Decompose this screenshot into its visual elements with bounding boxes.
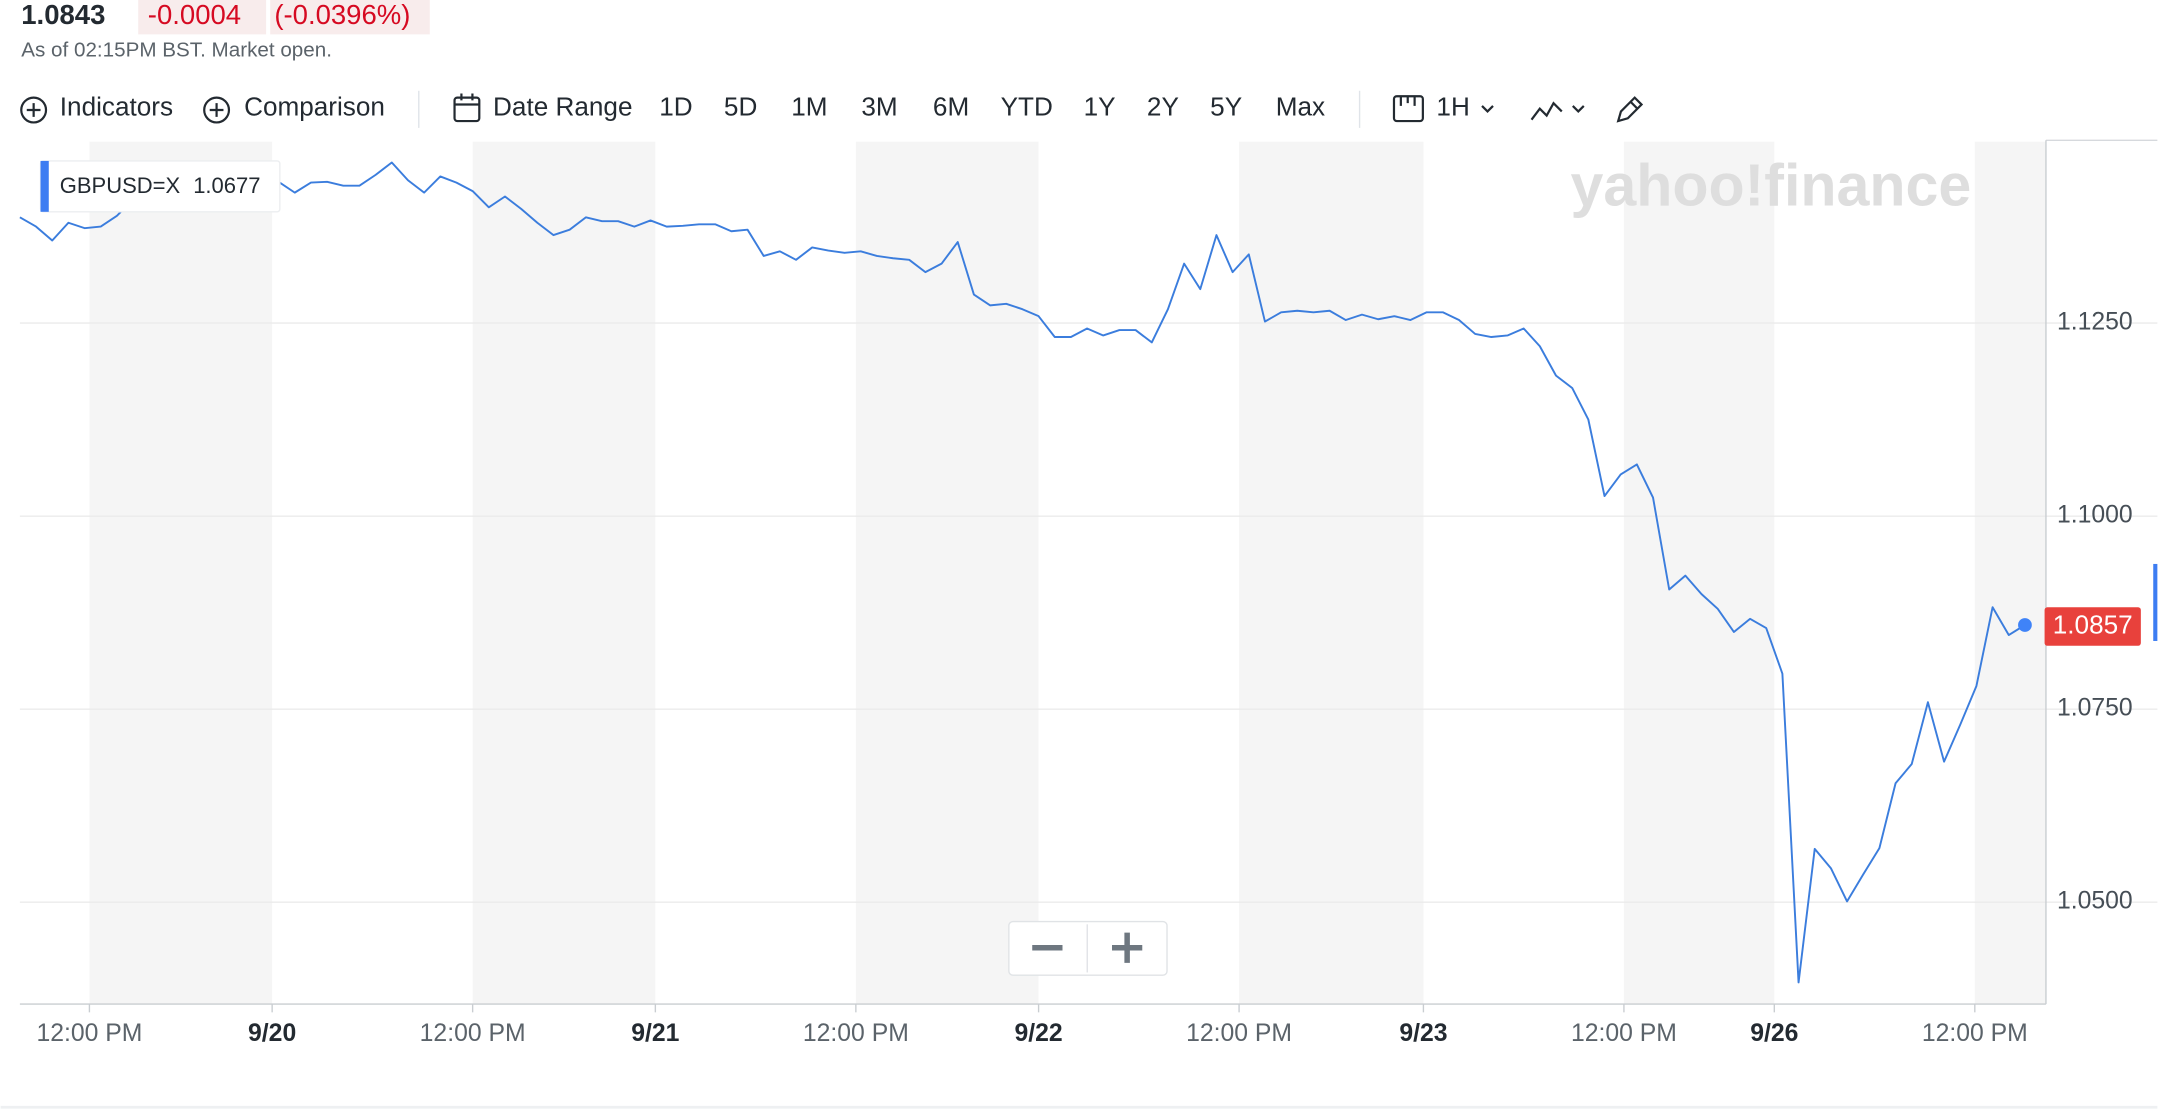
- range-buttons: 1D 5D 1M 3M 6M YTD 1Y 2Y 5Y Max: [659, 92, 1325, 122]
- x-tick-label: 12:00 PM: [1186, 1020, 1292, 1047]
- change-highlight: [270, 0, 430, 35]
- chevron: [1572, 105, 1585, 113]
- range-button[interactable]: 6M: [933, 92, 969, 122]
- x-tick-label: 12:00 PM: [1571, 1020, 1677, 1047]
- y-tick-label: 1.1000: [2057, 502, 2133, 529]
- draw-button[interactable]: [1616, 96, 1644, 123]
- tooltip: GBPUSD=X 1.0677: [39, 160, 281, 213]
- grid: 1.0500 1.0750 1.1000 1.1250 12:00 PM 9/20 12:0…: [19, 309, 2158, 1047]
- chart-type-button[interactable]: [1530, 101, 1585, 121]
- x-tick-label: 12:00 PM: [803, 1020, 909, 1047]
- change-highlight: [138, 0, 267, 35]
- last-point: [2018, 618, 2032, 632]
- range-button[interactable]: 2Y: [1147, 92, 1179, 122]
- y-tick-label: 1.0750: [2057, 695, 2133, 722]
- comparison-label: Comparison: [244, 92, 385, 122]
- tooltip-value: 1.0677: [193, 173, 260, 198]
- y-tick-label: 1.1250: [2057, 309, 2133, 336]
- interval-button[interactable]: 1H: [1392, 92, 1494, 123]
- range-button[interactable]: 3M: [861, 92, 897, 122]
- range-button[interactable]: 1Y: [1084, 92, 1116, 122]
- session-bands: [89, 141, 2046, 1005]
- x-tick-label: 9/23: [1399, 1020, 1447, 1047]
- x-tick-label: 12:00 PM: [36, 1020, 142, 1047]
- pencil-icon: [1616, 96, 1644, 123]
- market-status: As of 02:15PM BST. Market open.: [21, 38, 332, 61]
- session-band: [1974, 141, 2046, 1005]
- indicators-label: Indicators: [60, 92, 173, 122]
- price-tag-label: 1.0857: [2053, 609, 2133, 639]
- plot: 1.0857: [19, 161, 2141, 984]
- range-button[interactable]: YTD: [1001, 92, 1053, 122]
- indicators-button[interactable]: Indicators: [20, 92, 173, 124]
- x-tick-label: 9/26: [1750, 1020, 1798, 1047]
- session-band: [1239, 141, 1424, 1005]
- range-button[interactable]: Max: [1276, 92, 1325, 122]
- price-tag: [2044, 607, 2141, 646]
- y-tick-label: 1.0500: [2057, 888, 2133, 915]
- range-button[interactable]: 5D: [724, 92, 757, 122]
- x-tick-label: 12:00 PM: [1922, 1020, 2028, 1047]
- price: 1.0843: [21, 0, 105, 30]
- interval-label: 1H: [1436, 92, 1469, 122]
- plus-icon: [203, 96, 231, 124]
- calendar-icon: [454, 93, 480, 106]
- session-band: [472, 141, 656, 1005]
- range-button[interactable]: 1D: [659, 92, 692, 122]
- session-band: [1623, 141, 1775, 1005]
- ruler-icon: [1399, 96, 1416, 106]
- series-name: GBPUSD=X: [60, 173, 181, 198]
- x-tick-label: 12:00 PM: [420, 1020, 526, 1047]
- range-button[interactable]: 5Y: [1210, 92, 1242, 122]
- plus-icon: [209, 103, 224, 117]
- zoom-controls: [1008, 920, 1168, 976]
- tooltip-marker: [40, 160, 49, 212]
- comparison-button[interactable]: Comparison: [203, 92, 385, 124]
- edge-handle: [2153, 563, 2158, 641]
- change: -0.0004: [148, 0, 241, 30]
- change-percent: (-0.0396%): [274, 0, 410, 30]
- calendar-icon: [453, 96, 481, 123]
- x-tick-label: 9/20: [248, 1020, 296, 1047]
- session-band: [89, 141, 273, 1005]
- x-tick-label: 9/21: [631, 1020, 679, 1047]
- date-range-label: Date Range: [493, 92, 632, 122]
- line-icon: [1530, 101, 1563, 121]
- session-band: [855, 141, 1039, 1005]
- plus-icon: [20, 96, 48, 124]
- price-line: [19, 161, 2026, 984]
- range-button[interactable]: 1M: [791, 92, 827, 122]
- x-tick-label: 9/22: [1014, 1020, 1062, 1047]
- watermark: yahoo!finance: [1570, 151, 1971, 218]
- zoom-in[interactable]: [1112, 932, 1143, 963]
- chevron: [1481, 105, 1494, 113]
- plus-icon: [26, 103, 41, 117]
- date-range-button[interactable]: Date Range: [453, 92, 633, 123]
